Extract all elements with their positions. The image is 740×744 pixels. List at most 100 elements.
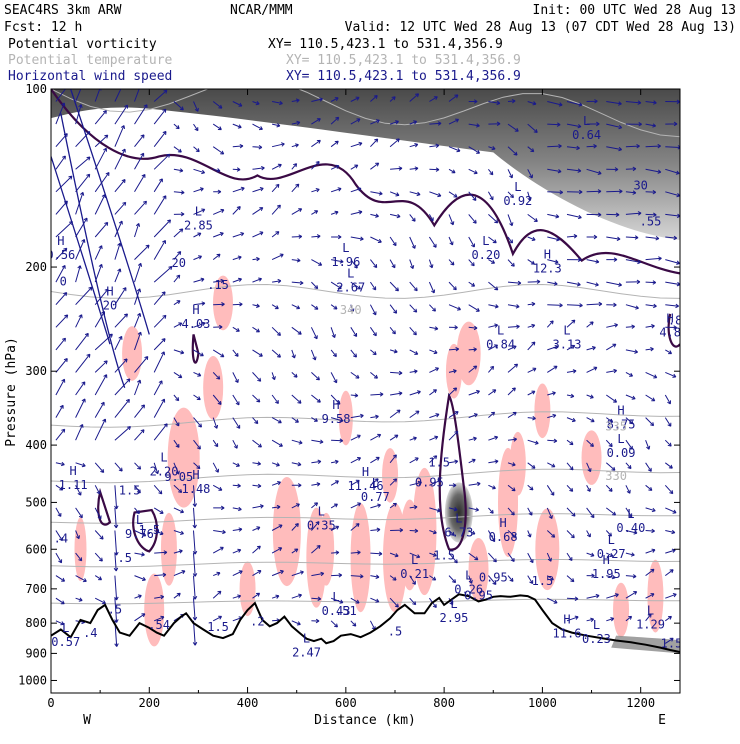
wind-vector xyxy=(665,303,679,309)
wind-vector xyxy=(389,191,400,197)
wind-vector xyxy=(409,504,418,510)
wind-vector xyxy=(291,483,302,488)
wind-vector xyxy=(153,380,163,396)
high-low-letter: L xyxy=(450,597,457,611)
wind-vector xyxy=(606,257,618,262)
wind-vector xyxy=(213,232,224,238)
wind-vector xyxy=(409,457,419,464)
wind-vector xyxy=(448,411,459,419)
wind-vector xyxy=(212,590,222,599)
wind-vector xyxy=(331,259,344,264)
wind-vector xyxy=(448,346,460,352)
wind-vector xyxy=(252,461,262,466)
wind-vector xyxy=(527,439,539,445)
wind-vector xyxy=(252,231,264,238)
wind-vector xyxy=(507,304,520,309)
wind-vector xyxy=(370,503,381,509)
wind-vector xyxy=(586,617,595,622)
wind-vector xyxy=(55,597,65,605)
wind-vector xyxy=(94,110,107,125)
wind-vector xyxy=(566,123,582,129)
wind-vector xyxy=(665,507,677,514)
contour-value-label: 30 xyxy=(633,179,647,193)
wind-vector xyxy=(75,462,86,468)
wind-vector xyxy=(271,231,280,238)
wind-vector xyxy=(527,484,534,491)
wind-vector xyxy=(449,483,457,488)
pink-fill-blob xyxy=(160,512,177,586)
wind-vector xyxy=(232,123,242,129)
wind-vector xyxy=(134,152,145,170)
wind-vector xyxy=(193,232,202,238)
wind-vector xyxy=(625,143,640,149)
wind-vector xyxy=(271,253,284,261)
wind-vector xyxy=(429,389,437,396)
wind-vector xyxy=(55,507,62,517)
y-tick-label: 900 xyxy=(25,646,47,660)
wind-vector xyxy=(488,214,499,224)
wind-vector xyxy=(409,390,421,396)
wind-vector xyxy=(193,277,205,283)
wind-vector xyxy=(645,440,651,450)
wind-vector xyxy=(252,303,260,308)
wind-vector xyxy=(527,462,536,469)
wind-vector xyxy=(409,480,422,486)
wind-vector xyxy=(448,459,459,464)
wind-vector xyxy=(153,484,163,495)
wind-vector xyxy=(173,228,184,238)
wind-vector xyxy=(507,191,514,199)
wind-vector xyxy=(665,121,678,127)
contour-value-label: .5 xyxy=(108,602,122,616)
wind-vector xyxy=(390,391,403,396)
wind-vector xyxy=(271,372,276,381)
wind-vector xyxy=(409,575,416,585)
wind-vector xyxy=(311,259,323,266)
wind-vector xyxy=(409,120,418,125)
wind-vector xyxy=(370,527,381,532)
wind-vector xyxy=(625,100,642,105)
wind-vector xyxy=(350,210,363,215)
wind-vector xyxy=(55,337,66,351)
wind-vector xyxy=(330,187,342,193)
contour-value-label: 1.5 xyxy=(207,620,229,634)
wind-vector xyxy=(409,349,419,355)
wind-vector xyxy=(586,530,591,538)
wind-vector xyxy=(409,236,416,249)
wind-vector xyxy=(350,597,360,604)
wind-vector xyxy=(350,187,362,193)
wind-vector xyxy=(547,168,562,174)
wind-vector xyxy=(311,459,322,464)
wind-vector xyxy=(527,323,536,329)
high-low-letter: L xyxy=(497,323,504,337)
wind-vector xyxy=(213,505,225,511)
wind-vector xyxy=(429,479,442,486)
pink-fill-blob xyxy=(509,431,526,496)
wind-vector xyxy=(547,190,564,195)
contour-value-label: .4 xyxy=(54,532,68,546)
wind-streamline xyxy=(51,156,111,345)
wind-vector xyxy=(134,244,150,260)
wind-vector xyxy=(311,161,320,170)
wind-vector xyxy=(605,462,616,471)
wind-vector xyxy=(350,304,355,313)
header-valid: Valid: 12 UTC Wed 28 Aug 13 (07 CDT Wed … xyxy=(345,20,736,35)
wind-vector xyxy=(370,259,378,269)
wind-vector xyxy=(153,195,167,215)
high-low-letter: H xyxy=(563,613,570,627)
wind-vector xyxy=(547,281,558,286)
wind-vector xyxy=(55,620,65,626)
high-low-value: 11.6 xyxy=(553,627,582,641)
wind-vector xyxy=(330,372,338,384)
wind-vector xyxy=(448,191,458,198)
wind-vector xyxy=(311,281,319,290)
contour-value-label: 9.05 xyxy=(164,470,193,484)
pink-fill-blob xyxy=(535,508,560,591)
wind-vector xyxy=(173,322,183,328)
wind-vector xyxy=(212,439,219,448)
wind-vector xyxy=(94,374,108,396)
high-low-letter: L xyxy=(647,604,654,618)
wind-vector xyxy=(75,131,91,148)
high-low-letter: L xyxy=(160,451,167,465)
wind-vector xyxy=(448,369,457,374)
wind-vector xyxy=(350,164,359,170)
